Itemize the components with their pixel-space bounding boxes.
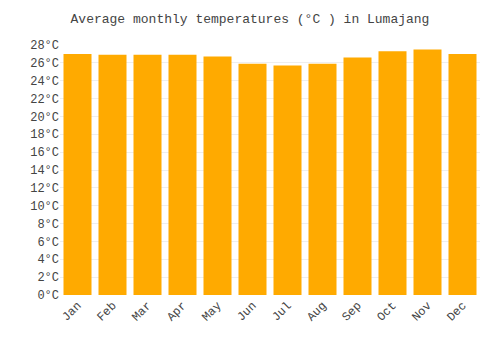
svg-text:Mar: Mar [129,299,154,324]
svg-text:Apr: Apr [164,299,189,324]
svg-text:Jan: Jan [59,299,84,324]
svg-text:Nov: Nov [409,299,434,324]
svg-text:2°C: 2°C [37,271,59,285]
svg-text:6°C: 6°C [37,236,59,250]
svg-text:Sep: Sep [339,299,364,324]
svg-text:10°C: 10°C [30,200,59,214]
svg-text:Feb: Feb [94,299,119,324]
svg-text:Oct: Oct [374,299,399,324]
svg-text:Dec: Dec [444,299,469,324]
svg-text:May: May [199,299,224,324]
svg-text:14°C: 14°C [30,164,59,178]
svg-text:20°C: 20°C [30,111,59,125]
svg-text:28°C: 28°C [30,39,59,53]
svg-text:Aug: Aug [304,299,329,324]
svg-text:Jun: Jun [234,299,259,324]
svg-text:12°C: 12°C [30,182,59,196]
svg-text:18°C: 18°C [30,128,59,142]
svg-text:Average monthly temperatures (: Average monthly temperatures (°C ) in Lu… [71,12,430,27]
svg-text:0°C: 0°C [37,289,59,303]
svg-text:26°C: 26°C [30,57,59,71]
svg-text:4°C: 4°C [37,253,59,267]
svg-text:8°C: 8°C [37,218,59,232]
svg-text:22°C: 22°C [30,93,59,107]
svg-text:24°C: 24°C [30,75,59,89]
svg-text:Jul: Jul [269,299,294,324]
svg-text:16°C: 16°C [30,146,59,160]
